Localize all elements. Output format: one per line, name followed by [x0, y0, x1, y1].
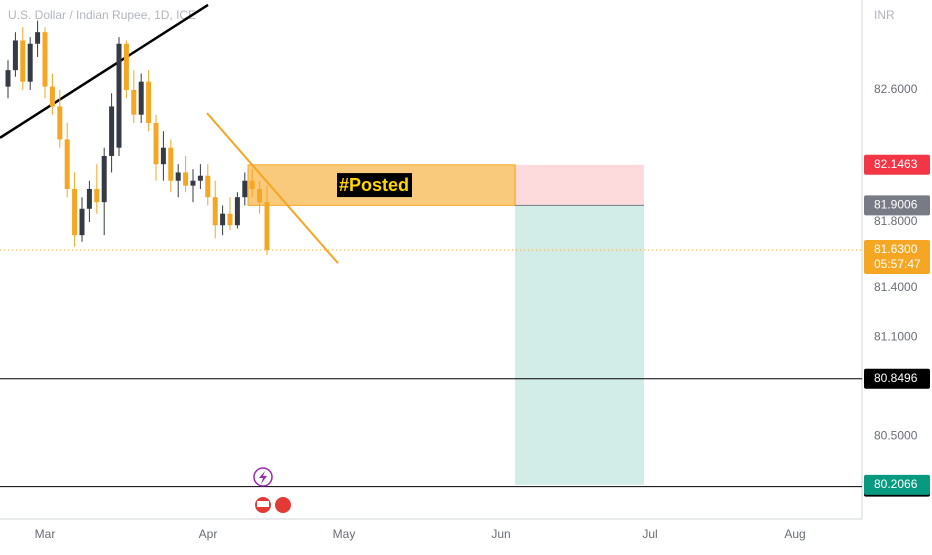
- annotation: #Posted: [339, 175, 409, 195]
- candle-body: [109, 106, 115, 156]
- target-zone: [515, 205, 644, 485]
- annotation-bg: [337, 173, 412, 198]
- candle-body: [160, 147, 166, 165]
- candle-body: [242, 180, 248, 198]
- candle-body: [190, 180, 196, 186]
- candle-body: [42, 32, 48, 87]
- candle-body: [12, 40, 18, 71]
- candle-body: [57, 106, 63, 140]
- candle-body: [227, 213, 233, 226]
- candle-body: [64, 139, 70, 189]
- price-tag-label: 81.9006: [874, 198, 918, 212]
- x-tick-label: Mar: [35, 527, 56, 541]
- y-tick-label: 81.4000: [874, 280, 918, 294]
- y-tick-label: 82.6000: [874, 82, 918, 96]
- price-tag: [864, 474, 930, 495]
- event-icons: [253, 467, 293, 515]
- event-bolt: [259, 471, 267, 484]
- plot: #Posted: [0, 3, 862, 488]
- x-tick-label: Jul: [642, 527, 657, 541]
- price-tag: [864, 368, 930, 389]
- candle-body: [138, 81, 144, 115]
- x-tick-label: Apr: [199, 527, 218, 541]
- x-tick-label: May: [333, 527, 356, 541]
- price-tag-label: 81.6300: [874, 242, 918, 256]
- price-tag: [864, 154, 930, 175]
- candle-body: [94, 188, 100, 203]
- candle-body: [146, 81, 152, 123]
- stop-zone: [515, 164, 644, 206]
- candle-body: [86, 188, 92, 209]
- price-tag-label: 82.1463: [874, 157, 918, 171]
- price-tag: [864, 240, 930, 275]
- price-tag-label: 80.8496: [874, 371, 918, 385]
- countdown: 05:57:47: [874, 257, 921, 271]
- y-tick-label: 81.1000: [874, 330, 918, 344]
- candle-body: [101, 155, 107, 203]
- candle-body: [183, 172, 189, 186]
- candle-body: [175, 172, 181, 181]
- flag-stripe: [257, 501, 269, 507]
- candle-body: [257, 188, 263, 203]
- candle-body: [264, 202, 270, 251]
- trendline: [0, 3, 209, 139]
- candle-body: [249, 180, 255, 189]
- price-tag-label: 80.2066: [874, 477, 918, 491]
- candle-body: [234, 197, 240, 226]
- candle-body: [131, 89, 137, 115]
- candle-body: [197, 175, 203, 181]
- x-tick-label: Aug: [784, 527, 805, 541]
- candle-body: [72, 188, 78, 236]
- candle-body: [27, 43, 33, 82]
- candle-body: [153, 122, 159, 165]
- candle-body: [35, 32, 41, 44]
- chart-title: U.S. Dollar / Indian Rupee, 1D, ICE: [8, 8, 196, 22]
- x-tick-label: Jun: [491, 527, 510, 541]
- candle-body: [205, 175, 211, 198]
- trendline: [206, 112, 339, 264]
- candle-body: [212, 197, 218, 226]
- price-tag: [864, 195, 930, 216]
- candle-body: [20, 40, 26, 82]
- candle-body: [123, 43, 129, 90]
- currency-label: INR: [874, 8, 895, 22]
- candle-body: [49, 86, 55, 107]
- y-tick-label: 80.5000: [874, 429, 918, 443]
- candle-body: [5, 70, 11, 87]
- y-tick-label: 81.8000: [874, 214, 918, 228]
- candle-body: [116, 43, 122, 148]
- candle-body: [79, 208, 85, 236]
- flag-icon: [273, 495, 293, 515]
- candle-body: [168, 147, 174, 181]
- candle-body: [220, 213, 226, 226]
